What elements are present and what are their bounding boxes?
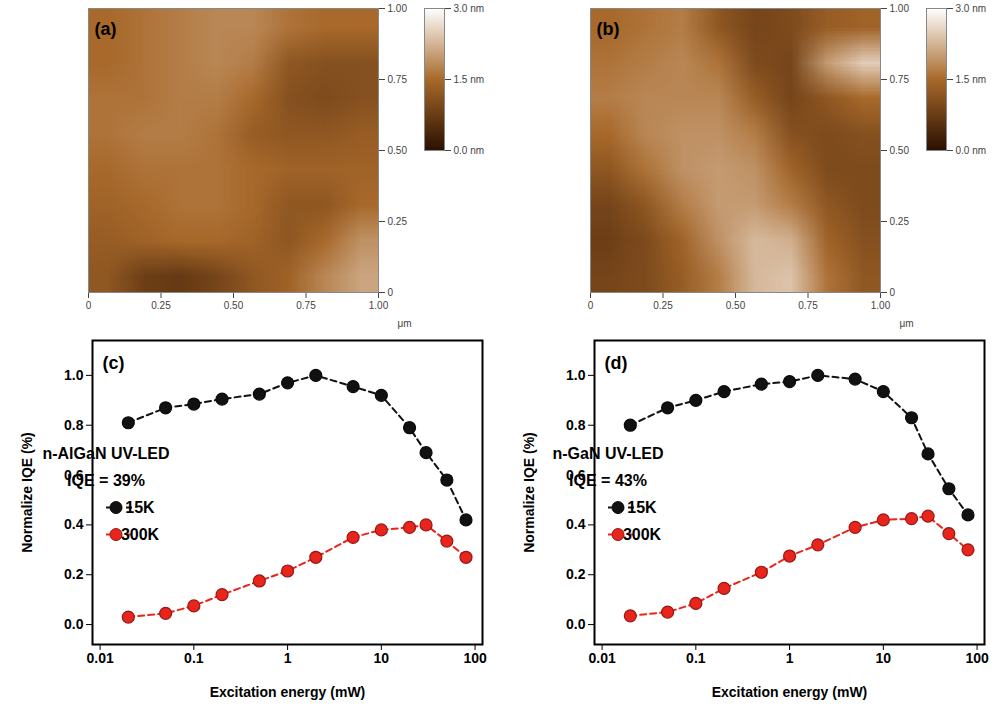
svg-text:0: 0 <box>86 300 92 311</box>
svg-text:15K: 15K <box>125 499 155 516</box>
svg-text:0: 0 <box>588 300 594 311</box>
svg-text:0.01: 0.01 <box>588 650 615 666</box>
svg-text:0.0 nm: 0.0 nm <box>454 145 485 156</box>
svg-text:0.4: 0.4 <box>566 516 586 532</box>
svg-text:0.0 nm: 0.0 nm <box>956 145 987 156</box>
svg-text:0: 0 <box>388 287 394 298</box>
svg-text:n-GaN UV-LED: n-GaN UV-LED <box>552 445 663 462</box>
svg-text:0.2: 0.2 <box>566 566 586 582</box>
svg-text:0.2: 0.2 <box>64 566 84 582</box>
svg-text:0.0: 0.0 <box>566 616 586 632</box>
svg-text:(a): (a) <box>95 19 117 39</box>
svg-text:(d): (d) <box>605 353 628 373</box>
svg-text:0.8: 0.8 <box>64 417 84 433</box>
svg-text:0.50: 0.50 <box>726 300 746 311</box>
svg-text:0.01: 0.01 <box>86 650 113 666</box>
svg-text:0.1: 0.1 <box>184 650 204 666</box>
svg-text:1: 1 <box>284 650 292 666</box>
svg-text:0.25: 0.25 <box>388 216 408 227</box>
svg-text:3.0 nm: 3.0 nm <box>454 3 485 14</box>
svg-text:1.5 nm: 1.5 nm <box>956 74 987 85</box>
svg-text:0: 0 <box>890 287 896 298</box>
svg-text:IQE = 39%: IQE = 39% <box>67 472 145 489</box>
svg-text:0.4: 0.4 <box>64 516 84 532</box>
svg-text:1.5 nm: 1.5 nm <box>454 74 485 85</box>
svg-text:300K: 300K <box>623 526 662 543</box>
svg-text:0.25: 0.25 <box>890 216 910 227</box>
svg-text:1.00: 1.00 <box>871 300 891 311</box>
svg-text:0.75: 0.75 <box>890 74 910 85</box>
svg-text:(b): (b) <box>597 19 620 39</box>
svg-text:1.0: 1.0 <box>64 367 84 383</box>
svg-text:0.25: 0.25 <box>653 300 673 311</box>
svg-text:0.1: 0.1 <box>686 650 706 666</box>
svg-text:0.25: 0.25 <box>151 300 171 311</box>
svg-text:0.75: 0.75 <box>296 300 316 311</box>
svg-text:1.00: 1.00 <box>388 3 408 14</box>
svg-text:IQE = 43%: IQE = 43% <box>569 472 647 489</box>
svg-text:100: 100 <box>463 650 487 666</box>
svg-text:Normalize IQE (%): Normalize IQE (%) <box>521 432 537 553</box>
svg-text:Excitation energy (mW): Excitation energy (mW) <box>712 684 868 700</box>
svg-text:0.50: 0.50 <box>224 300 244 311</box>
svg-text:100: 100 <box>965 650 989 666</box>
svg-text:μm: μm <box>397 318 411 329</box>
svg-text:0.50: 0.50 <box>388 145 408 156</box>
svg-text:Normalize IQE (%): Normalize IQE (%) <box>19 432 35 553</box>
svg-text:10: 10 <box>876 650 892 666</box>
svg-text:1.00: 1.00 <box>369 300 389 311</box>
svg-text:10: 10 <box>374 650 390 666</box>
svg-text:0.50: 0.50 <box>890 145 910 156</box>
svg-text:n-AlGaN UV-LED: n-AlGaN UV-LED <box>42 445 169 462</box>
svg-text:0.75: 0.75 <box>798 300 818 311</box>
svg-text:μm: μm <box>899 318 913 329</box>
svg-text:0.8: 0.8 <box>566 417 586 433</box>
svg-text:0.0: 0.0 <box>64 616 84 632</box>
svg-text:1: 1 <box>786 650 794 666</box>
svg-text:1.00: 1.00 <box>890 3 910 14</box>
svg-text:0.75: 0.75 <box>388 74 408 85</box>
svg-text:1.0: 1.0 <box>566 367 586 383</box>
svg-text:3.0 nm: 3.0 nm <box>956 3 987 14</box>
svg-text:Excitation energy (mW): Excitation energy (mW) <box>210 684 366 700</box>
svg-text:(c): (c) <box>103 353 125 373</box>
svg-text:15K: 15K <box>627 499 657 516</box>
svg-text:300K: 300K <box>121 526 160 543</box>
